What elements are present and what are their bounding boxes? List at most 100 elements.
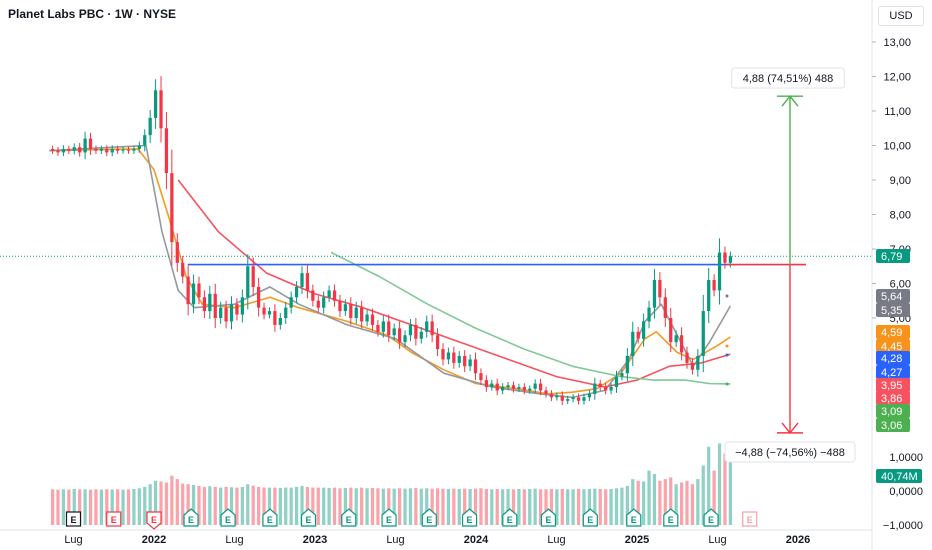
candle (381, 321, 385, 332)
volume-bar (365, 488, 369, 525)
volume-bar (425, 488, 429, 525)
volume-bar (284, 487, 288, 525)
volume-bar (132, 488, 136, 525)
price-tick-label: 10,00 (883, 141, 911, 153)
time-tick-label: Lug (547, 534, 565, 546)
candle (132, 148, 136, 151)
candle (186, 276, 190, 305)
time-tick-label: 2025 (625, 534, 649, 546)
candle (148, 117, 152, 136)
volume-bar (143, 486, 147, 525)
currency-selector[interactable]: USD (878, 6, 924, 26)
volume-bar (631, 479, 635, 525)
earnings-marker-label: E (426, 515, 432, 525)
earnings-marker-label: E (386, 515, 392, 525)
volume-bar (94, 489, 98, 525)
candle (202, 297, 207, 312)
candle (387, 321, 391, 336)
earnings-marker (183, 508, 199, 527)
candle (327, 290, 331, 298)
candle (663, 297, 667, 318)
chart-title: Planet Labs PBC · 1W · NYSE (8, 7, 177, 21)
candle (408, 324, 413, 336)
volume-bar (354, 488, 358, 525)
earnings-marker-label: E (306, 515, 312, 525)
volume-bar (235, 487, 239, 525)
price-badge (876, 339, 910, 353)
candle (490, 383, 494, 387)
candle (506, 385, 510, 387)
price-badges: 6,79 5,64 5,35 4,59 4,454,28 4,273,953,863,09… (725, 249, 922, 483)
volume-bar (50, 489, 55, 525)
volume-bar (300, 485, 304, 525)
volume-bar (690, 484, 695, 525)
earnings-marker-label: E (545, 515, 551, 525)
volume-bar (202, 486, 207, 525)
candle (484, 380, 488, 387)
volume-bar (544, 489, 548, 525)
price-badge (876, 249, 910, 263)
volume-bar (533, 488, 537, 525)
price-axis: 13,0012,0011,0010,009,008,007,006,005,00… (883, 37, 923, 532)
candle (229, 304, 234, 322)
volume-bar (191, 484, 196, 525)
candle (571, 397, 575, 400)
candle (197, 283, 201, 298)
candle (452, 352, 456, 363)
candle (246, 266, 250, 298)
volume-badge (876, 469, 922, 483)
volume-bars (50, 443, 733, 525)
volume-bar (696, 479, 700, 525)
candle (278, 318, 282, 325)
price-badge (876, 378, 910, 392)
candle (641, 321, 646, 339)
volume-bar (604, 489, 608, 525)
candle (560, 395, 564, 401)
candle (267, 311, 272, 315)
candle (544, 390, 548, 394)
earnings-marker (106, 511, 122, 527)
candle (354, 307, 358, 318)
volume-bar (430, 488, 434, 525)
candle (425, 321, 429, 332)
volume-bar (712, 470, 716, 525)
candle (175, 242, 179, 263)
candle (479, 373, 483, 381)
volume-bar (387, 488, 391, 525)
candle (116, 148, 120, 151)
volume-bar (641, 481, 646, 525)
candle (707, 280, 711, 312)
volume-bar (571, 489, 575, 525)
candle (83, 138, 87, 153)
price-tick-label: 11,00 (884, 106, 911, 118)
volume-bar (593, 488, 597, 525)
candle (99, 148, 103, 151)
earnings-marker-label: E (151, 515, 157, 525)
volume-bar (658, 480, 662, 525)
price-badge-label: 4,27 (881, 367, 902, 379)
volume-bar (381, 488, 385, 525)
candle (441, 349, 445, 360)
candle (105, 148, 109, 153)
volume-bar (598, 488, 602, 525)
volume-bar (322, 487, 326, 525)
candle (495, 383, 499, 391)
candle (262, 307, 266, 315)
volume-bar (262, 487, 266, 525)
candle (72, 147, 76, 151)
volume-bar (663, 479, 667, 525)
candle (284, 307, 288, 318)
candle (224, 307, 228, 322)
earnings-marker-label: E (346, 515, 352, 525)
candle (538, 383, 543, 391)
price-badge-label: 5,64 (881, 291, 902, 303)
candle (631, 331, 635, 356)
volume-bar (153, 480, 158, 525)
candle (256, 286, 261, 308)
volume-bar (332, 487, 337, 525)
candle (549, 393, 554, 398)
candle (669, 318, 673, 343)
volume-bar (170, 475, 174, 525)
